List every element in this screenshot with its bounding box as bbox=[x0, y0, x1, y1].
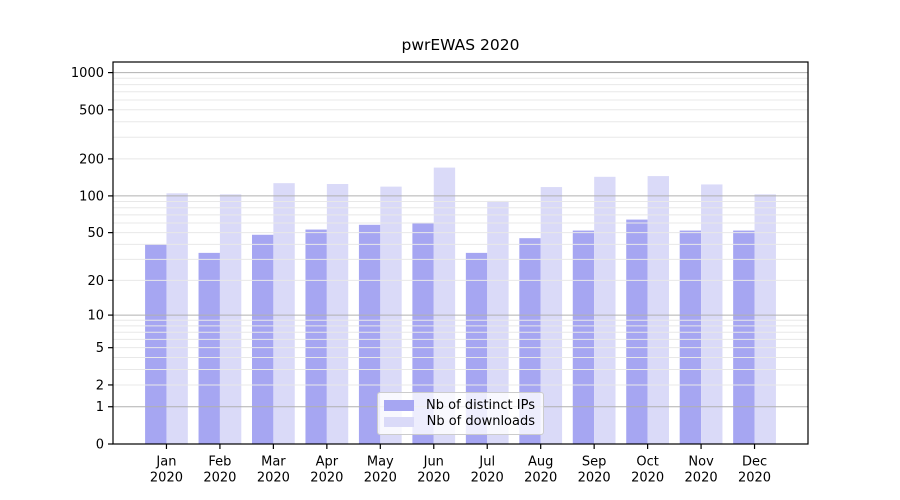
x-tick-label-year: 2020 bbox=[524, 471, 557, 486]
y-tick-label: 200 bbox=[79, 152, 104, 167]
bar-distinct-ips-nov bbox=[679, 230, 702, 444]
x-tick-label-year: 2020 bbox=[310, 471, 343, 486]
x-tick-label-month: May bbox=[367, 455, 394, 470]
bar-downloads-sep bbox=[594, 176, 616, 444]
x-tick-label-month: Jan bbox=[155, 455, 176, 470]
x-tick-label-year: 2020 bbox=[364, 471, 397, 486]
bar-distinct-ips-jan bbox=[145, 244, 167, 444]
bar-downloads-nov bbox=[701, 184, 723, 444]
y-tick-label: 0 bbox=[96, 438, 104, 453]
bar-downloads-oct bbox=[647, 176, 669, 444]
x-tick-label-month: Sep bbox=[582, 455, 607, 470]
bar-downloads-jun bbox=[433, 167, 456, 444]
x-tick-label-year: 2020 bbox=[631, 471, 664, 486]
x-tick-label-month: Mar bbox=[261, 455, 286, 470]
bar-distinct-ips-sep bbox=[572, 230, 595, 444]
y-tick-label: 1000 bbox=[71, 66, 104, 81]
x-tick-label-year: 2020 bbox=[738, 471, 771, 486]
bar-distinct-ips-apr bbox=[305, 229, 327, 444]
x-tick-label-month: Jul bbox=[478, 455, 495, 470]
bars-downloads bbox=[166, 167, 776, 445]
bar-downloads-mar bbox=[273, 183, 295, 445]
x-tick-label-year: 2020 bbox=[203, 471, 236, 486]
y-tick-label: 20 bbox=[87, 274, 104, 289]
x-tick-label-year: 2020 bbox=[578, 471, 611, 486]
y-tick-label: 5 bbox=[96, 341, 104, 356]
y-axis: 0 1 2 5 10 20 50 100 200 500 1000 bbox=[71, 66, 113, 453]
legend-label-downloads: Nb of downloads bbox=[426, 414, 535, 430]
plot-frame bbox=[112, 61, 809, 445]
legend-swatch-downloads bbox=[384, 416, 414, 427]
legend: Nb of distinct IPs Nb of downloads bbox=[377, 392, 544, 435]
bar-distinct-ips-dec bbox=[733, 230, 755, 444]
legend-swatch-distinct-ips bbox=[384, 400, 414, 411]
x-tick-label-month: Oct bbox=[636, 455, 658, 470]
bar-downloads-apr bbox=[326, 184, 349, 444]
x-tick-label-year: 2020 bbox=[685, 471, 718, 486]
bar-downloads-jul bbox=[487, 200, 509, 444]
x-tick-label-month: Aug bbox=[528, 455, 553, 470]
bar-downloads-dec bbox=[754, 194, 776, 444]
y-tick-label: 2 bbox=[96, 378, 104, 393]
y-tick-label: 100 bbox=[79, 189, 104, 204]
x-tick-label-month: Jun bbox=[423, 455, 444, 470]
y-tick-label: 50 bbox=[87, 226, 104, 241]
bar-downloads-feb bbox=[219, 194, 242, 444]
x-tick-label-month: Feb bbox=[208, 455, 231, 470]
x-tick-label-month: Dec bbox=[742, 455, 767, 470]
x-tick-label-month: Apr bbox=[316, 455, 339, 470]
x-tick-label-month: Nov bbox=[688, 455, 714, 470]
x-axis: Jan2020Feb2020Mar2020Apr2020May2020Jun20… bbox=[150, 444, 771, 486]
legend-item-downloads: Nb of downloads bbox=[384, 414, 535, 429]
bar-distinct-ips-may bbox=[358, 224, 381, 444]
gridlines-minor bbox=[113, 77, 808, 386]
x-tick-label-year: 2020 bbox=[257, 471, 290, 486]
x-tick-label-year: 2020 bbox=[471, 471, 504, 486]
legend-item-distinct-ips: Nb of distinct IPs bbox=[384, 398, 535, 413]
chart-title: pwrEWAS 2020 bbox=[401, 36, 520, 54]
bar-downloads-jan bbox=[166, 193, 188, 444]
bar-distinct-ips-feb bbox=[198, 252, 220, 444]
x-tick-label-year: 2020 bbox=[417, 471, 450, 486]
x-tick-label-year: 2020 bbox=[150, 471, 183, 486]
legend-label-distinct-ips: Nb of distinct IPs bbox=[426, 397, 535, 413]
y-tick-label: 10 bbox=[87, 309, 104, 324]
bar-distinct-ips-jun bbox=[412, 223, 434, 444]
y-tick-label: 1 bbox=[96, 400, 104, 415]
y-tick-label: 500 bbox=[79, 103, 104, 118]
